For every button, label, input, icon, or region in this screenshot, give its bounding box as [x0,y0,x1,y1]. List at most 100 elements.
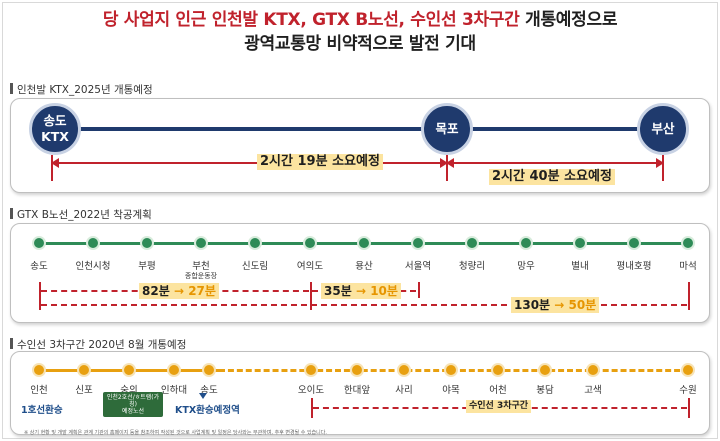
gtx-time-maseok-after: 50분 [568,298,597,312]
gtx-station-name-3: 부천 [192,261,210,272]
gtx-label-3: 부천 종합운동장 [185,258,217,280]
gtx-dot-0 [32,236,46,250]
gtx-dot-3 [194,236,208,250]
gtx-station-name-7: 서울역 [404,261,432,272]
gtx-dot-11 [627,236,641,250]
headline-line1: 당 사업지 인근 인천발 KTX, GTX B노선, 수인선 3차구간 개통예정… [0,8,720,32]
suin-station-name-2: 숭의 [120,385,138,396]
gtx-tick-maseok [688,282,690,310]
suin-badge-tram: 인천2호선/ㅎ트램(가칭) 예정노선 [103,392,163,417]
gtx-label-11: 평내호평 [617,258,652,272]
gtx-station-name-12: 마석 [679,261,697,272]
suin-box: 인천 신포 숭의 인하대 송도 오이도 한대앞 사리 야목 어천 봉담 고색 수원 1호선환승 인천2호… [10,351,710,435]
suin-tick-right [688,398,690,418]
gtx-station-name-10: 별내 [571,261,589,272]
gtx-label-8: 청량리 [459,258,485,272]
suin-station-name-1: 신포 [75,385,93,396]
ktx-arrow-1 [51,158,448,168]
suin-dot-8 [444,363,458,377]
suin-section-title: 수인선 3차구간 2020년 8월 개통예정 [10,337,186,352]
suin-label-9: 어천 [489,382,506,396]
gtx-tick-yeouido [310,282,312,310]
gtx-dot-6 [357,236,371,250]
suin-dot-11 [586,363,600,377]
gtx-station-name-4: 신도림 [241,261,269,272]
ktx-station-mokpo: 목포 [421,103,473,155]
gtx-station-name-5: 여의도 [296,261,324,272]
gtx-station-name-6: 용산 [355,261,373,272]
suin-dot-10 [538,363,552,377]
gtx-label-10: 별내 [571,258,588,272]
suin-tick-left [311,398,313,418]
gtx-time-yeouido: 82분 → 27분 [139,283,219,299]
gtx-time-maseok-before: 130분 [514,298,551,312]
gtx-label-6: 용산 [355,258,372,272]
suin-dot-0 [32,363,46,377]
suin-label-3: 인하대 [161,382,187,396]
gtx-time-maseok-arrow: → [554,298,565,312]
suin-label-1: 신포 [75,382,92,396]
gtx-time-seoul: 35분 → 10분 [321,283,401,299]
suin-dot-2 [122,363,136,377]
gtx-label-12: 마석 [679,258,696,272]
suin-transfer-line1: 1호선환승 [21,405,63,416]
suin-label-12: 수원 [679,382,696,396]
ktx-tick-mid [446,155,448,181]
gtx-station-name-11: 평내호평 [616,261,652,272]
gtx-time-yeouido-arrow: → [173,284,184,298]
gtx-time-seoul-arrow: → [355,284,366,298]
suin-label-7: 사리 [395,382,412,396]
suin-transfer-ktx: KTX환승예정역 [175,405,240,416]
suin-station-name-12: 수원 [679,385,697,396]
suin-station-name-0: 인천 [30,385,48,396]
gtx-station-name-9: 망우 [517,261,535,272]
footnote: ※ 상기 현황 및 개발 계획은 관계 기관의 홈페이지 등을 참조하여 작성된… [24,430,327,436]
gtx-label-4: 신도림 [242,258,268,272]
suin-station-name-6: 한대앞 [343,385,371,396]
suin-dot-6 [350,363,364,377]
ktx-arrow-2 [446,158,664,168]
suin-station-name-4: 송도 [200,385,218,396]
gtx-dot-7 [411,236,425,250]
gtx-tick-songdo [39,282,41,310]
ktx-box: 송도 KTX 목포 부산 2시간 19분 소요예정 2시간 40분 소요예정 [10,98,710,193]
gtx-time-seoul-before: 35분 [324,284,352,298]
suin-station-name-11: 고색 [584,385,602,396]
gtx-dot-4 [248,236,262,250]
gtx-label-2: 부평 [138,258,155,272]
gtx-dot-2 [140,236,154,250]
suin-label-2: 숭의 [120,382,137,396]
gtx-dot-5 [303,236,317,250]
suin-dot-7 [397,363,411,377]
headline-line1-dark: 개통예정으로 [519,10,618,30]
headline: 당 사업지 인근 인천발 KTX, GTX B노선, 수인선 3차구간 개통예정… [0,8,720,56]
suin-label-4: 송도 [200,382,217,396]
suin-dot-5 [304,363,318,377]
gtx-time-seoul-after: 10분 [370,284,398,298]
gtx-dot-9 [519,236,533,250]
gtx-station-name-2: 부평 [138,261,156,272]
suin-label-10: 봉담 [536,382,553,396]
suin-station-name-5: 오이도 [297,385,325,396]
suin-label-8: 야목 [442,382,459,396]
suin-dot-12 [681,363,695,377]
gtx-dot-12 [681,236,695,250]
suin-dot-1 [77,363,91,377]
suin-dot-3 [167,363,181,377]
suin-label-0: 인천 [30,382,47,396]
headline-line2: 광역교통망 비약적으로 발전 기대 [244,34,476,54]
gtx-label-7: 서울역 [405,258,431,272]
suin-dot-9 [491,363,505,377]
ktx-line [59,127,659,131]
gtx-tick-seoul [418,282,420,298]
gtx-time-maseok: 130분 → 50분 [511,297,600,313]
suin-segment-label: 수인선 3차구간 [466,400,532,413]
gtx-time-yeouido-before: 82분 [142,284,170,298]
ktx-station-busan: 부산 [637,103,689,155]
gtx-station-name-0: 송도 [30,261,48,272]
ktx-station-songdo: 송도 KTX [29,103,81,155]
gtx-box: 송도 인천시청 부평 부천 종합운동장 신도림 여의도 용산 서울역 청량리 망우 별내 평내호평 마석 … [10,223,710,323]
suin-station-name-7: 사리 [395,385,413,396]
gtx-dot-1 [86,236,100,250]
